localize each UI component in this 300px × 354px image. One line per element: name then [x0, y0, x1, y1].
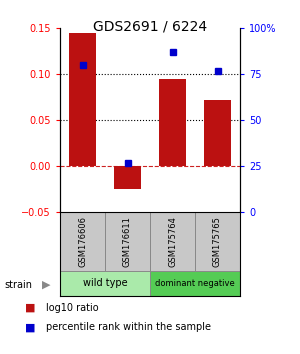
Bar — [159, 79, 186, 166]
Text: GSM176611: GSM176611 — [123, 216, 132, 267]
Text: GSM175765: GSM175765 — [213, 216, 222, 267]
Text: log10 ratio: log10 ratio — [46, 303, 99, 313]
Bar — [150, 271, 240, 296]
Text: wild type: wild type — [83, 278, 127, 288]
Bar — [69, 33, 96, 166]
Bar — [60, 212, 105, 271]
Bar — [204, 100, 231, 166]
Bar — [195, 212, 240, 271]
Text: ▶: ▶ — [42, 280, 51, 290]
Bar — [105, 212, 150, 271]
Text: GDS2691 / 6224: GDS2691 / 6224 — [93, 19, 207, 34]
Text: ■: ■ — [25, 303, 35, 313]
Bar — [150, 212, 195, 271]
Text: GSM175764: GSM175764 — [168, 216, 177, 267]
Bar — [60, 271, 150, 296]
Text: percentile rank within the sample: percentile rank within the sample — [46, 322, 211, 332]
Bar — [114, 166, 141, 189]
Text: GSM176606: GSM176606 — [78, 216, 87, 267]
Text: strain: strain — [4, 280, 32, 290]
Text: dominant negative: dominant negative — [155, 279, 235, 288]
Text: ■: ■ — [25, 322, 35, 332]
